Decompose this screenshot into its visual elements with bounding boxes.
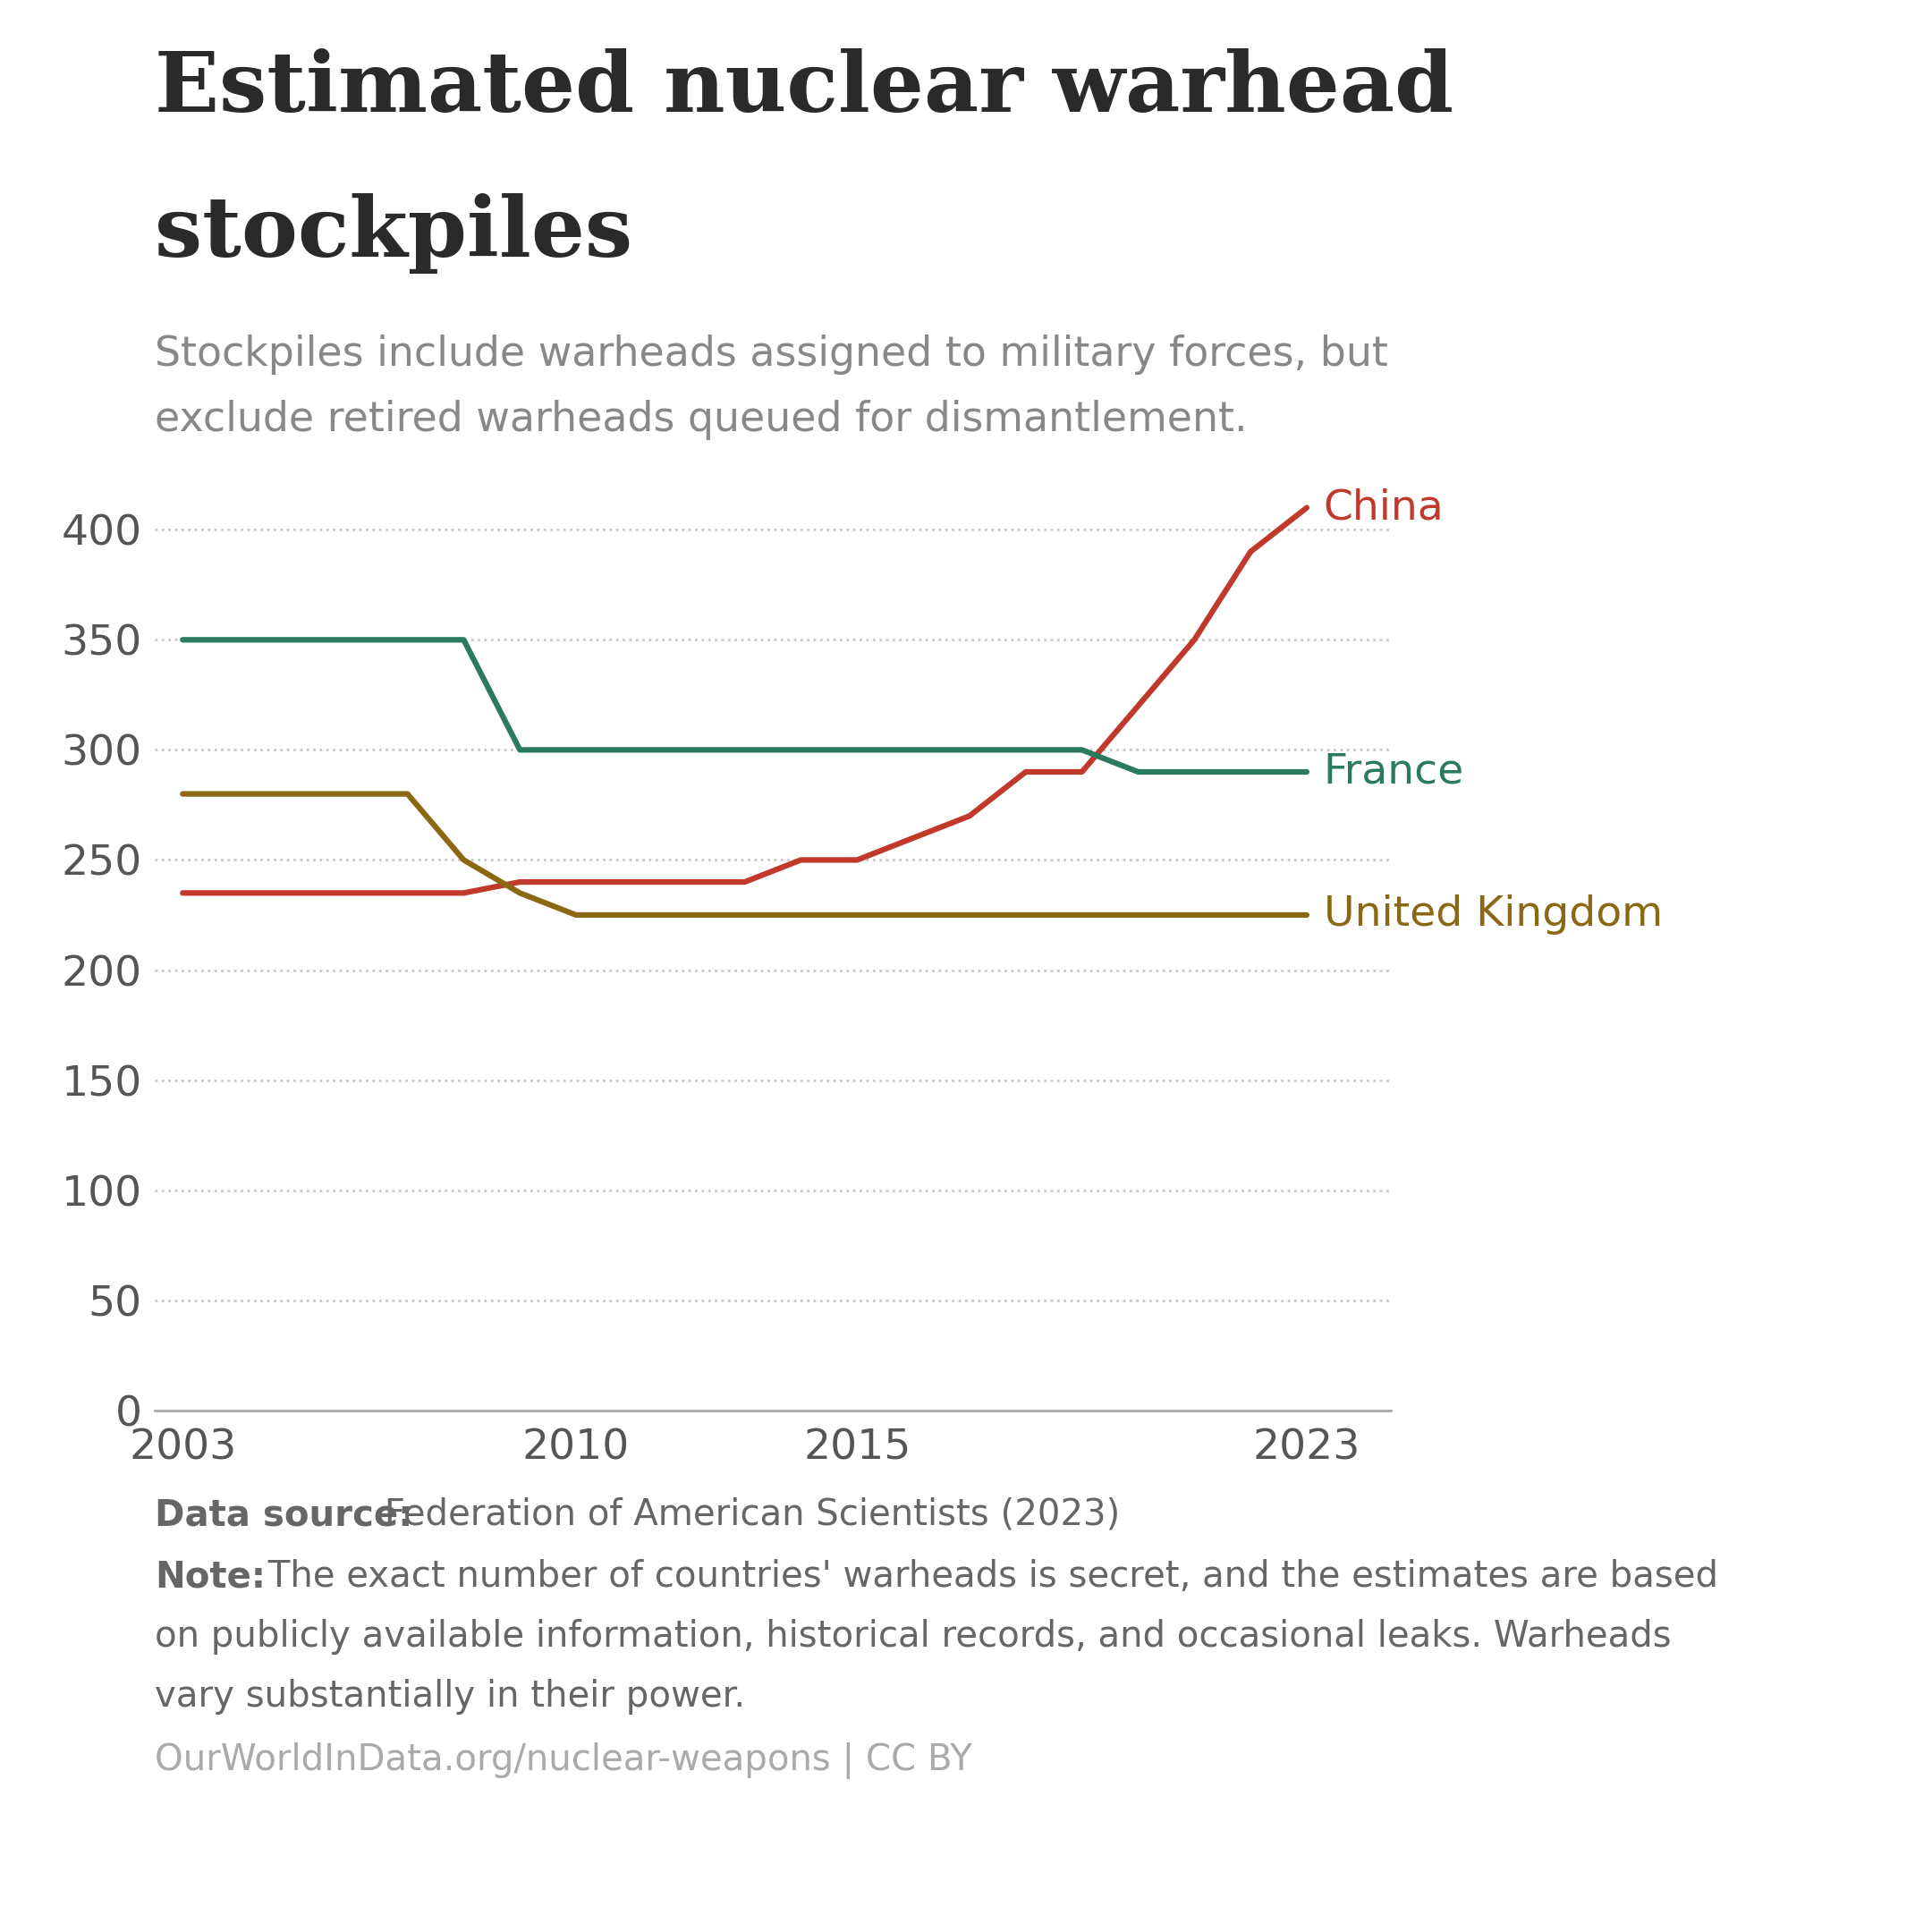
- Text: China: China: [1323, 487, 1443, 527]
- Text: The exact number of countries' warheads is secret, and the estimates are based: The exact number of countries' warheads …: [257, 1559, 1718, 1596]
- Text: OurWorldInData.org/nuclear-weapons | CC BY: OurWorldInData.org/nuclear-weapons | CC …: [155, 1743, 972, 1779]
- Text: United Kingdom: United Kingdom: [1323, 895, 1663, 935]
- Text: exclude retired warheads queued for dismantlement.: exclude retired warheads queued for dism…: [155, 400, 1248, 440]
- Text: Federation of American Scientists (2023): Federation of American Scientists (2023): [373, 1497, 1121, 1534]
- Text: in Data: in Data: [1617, 141, 1754, 172]
- Text: vary substantially in their power.: vary substantially in their power.: [155, 1679, 746, 1716]
- Text: Note:: Note:: [155, 1559, 265, 1596]
- Text: on publicly available information, historical records, and occasional leaks. War: on publicly available information, histo…: [155, 1619, 1671, 1656]
- Text: Estimated nuclear warhead: Estimated nuclear warhead: [155, 48, 1453, 129]
- Text: Stockpiles include warheads assigned to military forces, but: Stockpiles include warheads assigned to …: [155, 334, 1387, 375]
- Text: stockpiles: stockpiles: [155, 193, 632, 274]
- Text: Data source:: Data source:: [155, 1497, 413, 1534]
- Text: France: France: [1323, 752, 1464, 792]
- Text: Our World: Our World: [1590, 87, 1781, 120]
